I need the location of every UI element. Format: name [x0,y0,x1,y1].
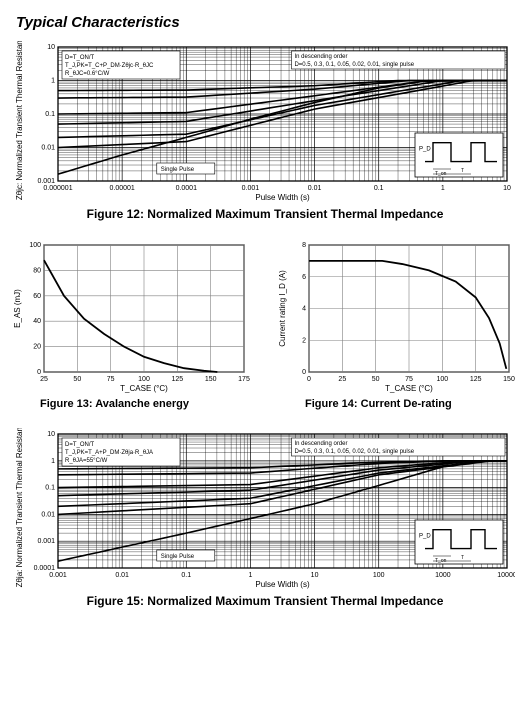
svg-text:0.01: 0.01 [308,185,322,192]
svg-text:150: 150 [503,376,515,383]
svg-text:25: 25 [40,376,48,383]
svg-text:175: 175 [238,376,250,383]
svg-text:1000: 1000 [435,572,451,579]
svg-text:E_AS (mJ): E_AS (mJ) [13,289,22,328]
svg-text:0.1: 0.1 [181,572,191,579]
svg-text:0.0001: 0.0001 [34,565,56,572]
svg-text:10: 10 [47,431,55,438]
svg-text:80: 80 [33,267,41,274]
svg-text:100: 100 [436,376,448,383]
fig12-svg: 0.000001 0.00001 0.0001 0.001 0.01 0.1 1 10 0.00… [10,41,515,203]
svg-text:100: 100 [138,376,150,383]
svg-text:D=0.5, 0.3, 0.1, 0.05, 0.02, 0: D=0.5, 0.3, 0.1, 0.05, 0.02, 0.01, singl… [294,449,414,455]
svg-text:2: 2 [302,337,306,344]
svg-text:75: 75 [405,376,413,383]
fig15-block: 0.0010.010.11101001000100000.00010.0010.… [10,428,520,608]
svg-text:Pulse Width (s): Pulse Width (s) [255,580,310,589]
svg-text:D=T_ON/T: D=T_ON/T [65,442,95,448]
svg-text:0.1: 0.1 [374,185,384,192]
fig12-block: 0.000001 0.00001 0.0001 0.001 0.01 0.1 1 10 0.00… [10,41,520,221]
svg-text:In descending order: In descending order [294,441,347,447]
fig14-caption: Figure 14: Current De-rating [305,398,520,410]
svg-text:1: 1 [441,185,445,192]
svg-text:125: 125 [470,376,482,383]
svg-text:P_D: P_D [419,534,431,540]
svg-text:0.00001: 0.00001 [109,185,134,192]
svg-text:0.001: 0.001 [242,185,260,192]
fig15-caption: Figure 15: Normalized Maximum Transient … [10,594,520,608]
svg-text:1: 1 [51,78,55,85]
svg-text:10000: 10000 [497,572,515,579]
svg-text:100: 100 [29,242,41,249]
svg-text:60: 60 [33,293,41,300]
svg-text:0.01: 0.01 [115,572,129,579]
svg-text:T: T [461,168,464,174]
svg-text:R_θJA=55°C/W: R_θJA=55°C/W [65,458,108,464]
svg-text:0.001: 0.001 [37,178,55,185]
svg-text:100: 100 [373,572,385,579]
svg-text:T_J,PK=T_C+P_DM·Zθjc·R_θJC: T_J,PK=T_C+P_DM·Zθjc·R_θJC [65,63,154,69]
svg-text:Single Pulse: Single Pulse [161,167,195,173]
svg-text:50: 50 [73,376,81,383]
svg-text:8: 8 [302,242,306,249]
svg-text:P_D: P_D [419,147,431,153]
svg-text:T: T [461,555,464,561]
svg-text:20: 20 [33,344,41,351]
fig12-caption: Figure 12: Normalized Maximum Transient … [10,207,520,221]
svg-text:T_CASE (°C): T_CASE (°C) [120,384,168,393]
svg-text:T_CASE (°C): T_CASE (°C) [385,384,433,393]
svg-text:Zθja: Normalized Transient The: Zθja: Normalized Transient Thermal Resis… [15,428,24,587]
svg-text:0: 0 [302,369,306,376]
svg-text:T_J,PK=T_A+P_DM·Zθja·R_θJA: T_J,PK=T_A+P_DM·Zθja·R_θJA [65,450,153,456]
svg-text:0.01: 0.01 [41,511,55,518]
fig13-14-row: 255075100125150175020406080100T_CASE (°C… [10,239,520,410]
svg-text:50: 50 [372,376,380,383]
svg-text:0.1: 0.1 [45,111,55,118]
svg-text:Current rating I_D (A): Current rating I_D (A) [278,270,287,347]
svg-text:125: 125 [171,376,183,383]
svg-text:1: 1 [51,458,55,465]
svg-text:10: 10 [503,185,511,192]
svg-text:25: 25 [338,376,346,383]
svg-text:10: 10 [47,44,55,51]
svg-text:1: 1 [248,572,252,579]
svg-text:0: 0 [307,376,311,383]
svg-text:0.01: 0.01 [41,145,55,152]
svg-text:4: 4 [302,306,306,313]
svg-text:40: 40 [33,318,41,325]
fig15-svg: 0.0010.010.11101001000100000.00010.0010.… [10,428,515,590]
svg-text:Single Pulse: Single Pulse [161,554,195,560]
svg-text:10: 10 [311,572,319,579]
svg-text:R_θJC=0.6°C/W: R_θJC=0.6°C/W [65,71,110,77]
svg-text:75: 75 [107,376,115,383]
svg-text:D=T_ON/T: D=T_ON/T [65,55,95,61]
svg-text:In descending order: In descending order [294,54,347,60]
fig13-svg: 255075100125150175020406080100T_CASE (°C… [10,239,250,394]
svg-text:0.000001: 0.000001 [43,185,72,192]
svg-text:Zθjc: Normalized Transient The: Zθjc: Normalized Transient Thermal Resis… [15,41,24,200]
fig14-svg: 0 25 50 75 100 125 150 0 2 4 6 8 T_CASE (°C) Current … [275,239,515,394]
svg-text:Pulse Width (s): Pulse Width (s) [255,193,310,202]
svg-text:0.1: 0.1 [45,485,55,492]
svg-text:0: 0 [37,369,41,376]
page-title: Typical Characteristics [16,14,520,31]
svg-text:150: 150 [205,376,217,383]
svg-text:0.001: 0.001 [37,538,55,545]
svg-text:0.001: 0.001 [49,572,67,579]
fig13-caption: Figure 13: Avalanche energy [40,398,255,410]
fig13-block: 255075100125150175020406080100T_CASE (°C… [10,239,255,410]
svg-text:0.0001: 0.0001 [176,185,198,192]
svg-text:D=0.5, 0.3, 0.1, 0.05, 0.02, 0: D=0.5, 0.3, 0.1, 0.05, 0.02, 0.01, singl… [294,62,414,68]
svg-text:6: 6 [302,274,306,281]
fig14-block: 0 25 50 75 100 125 150 0 2 4 6 8 T_CASE (°C) Current … [275,239,520,410]
